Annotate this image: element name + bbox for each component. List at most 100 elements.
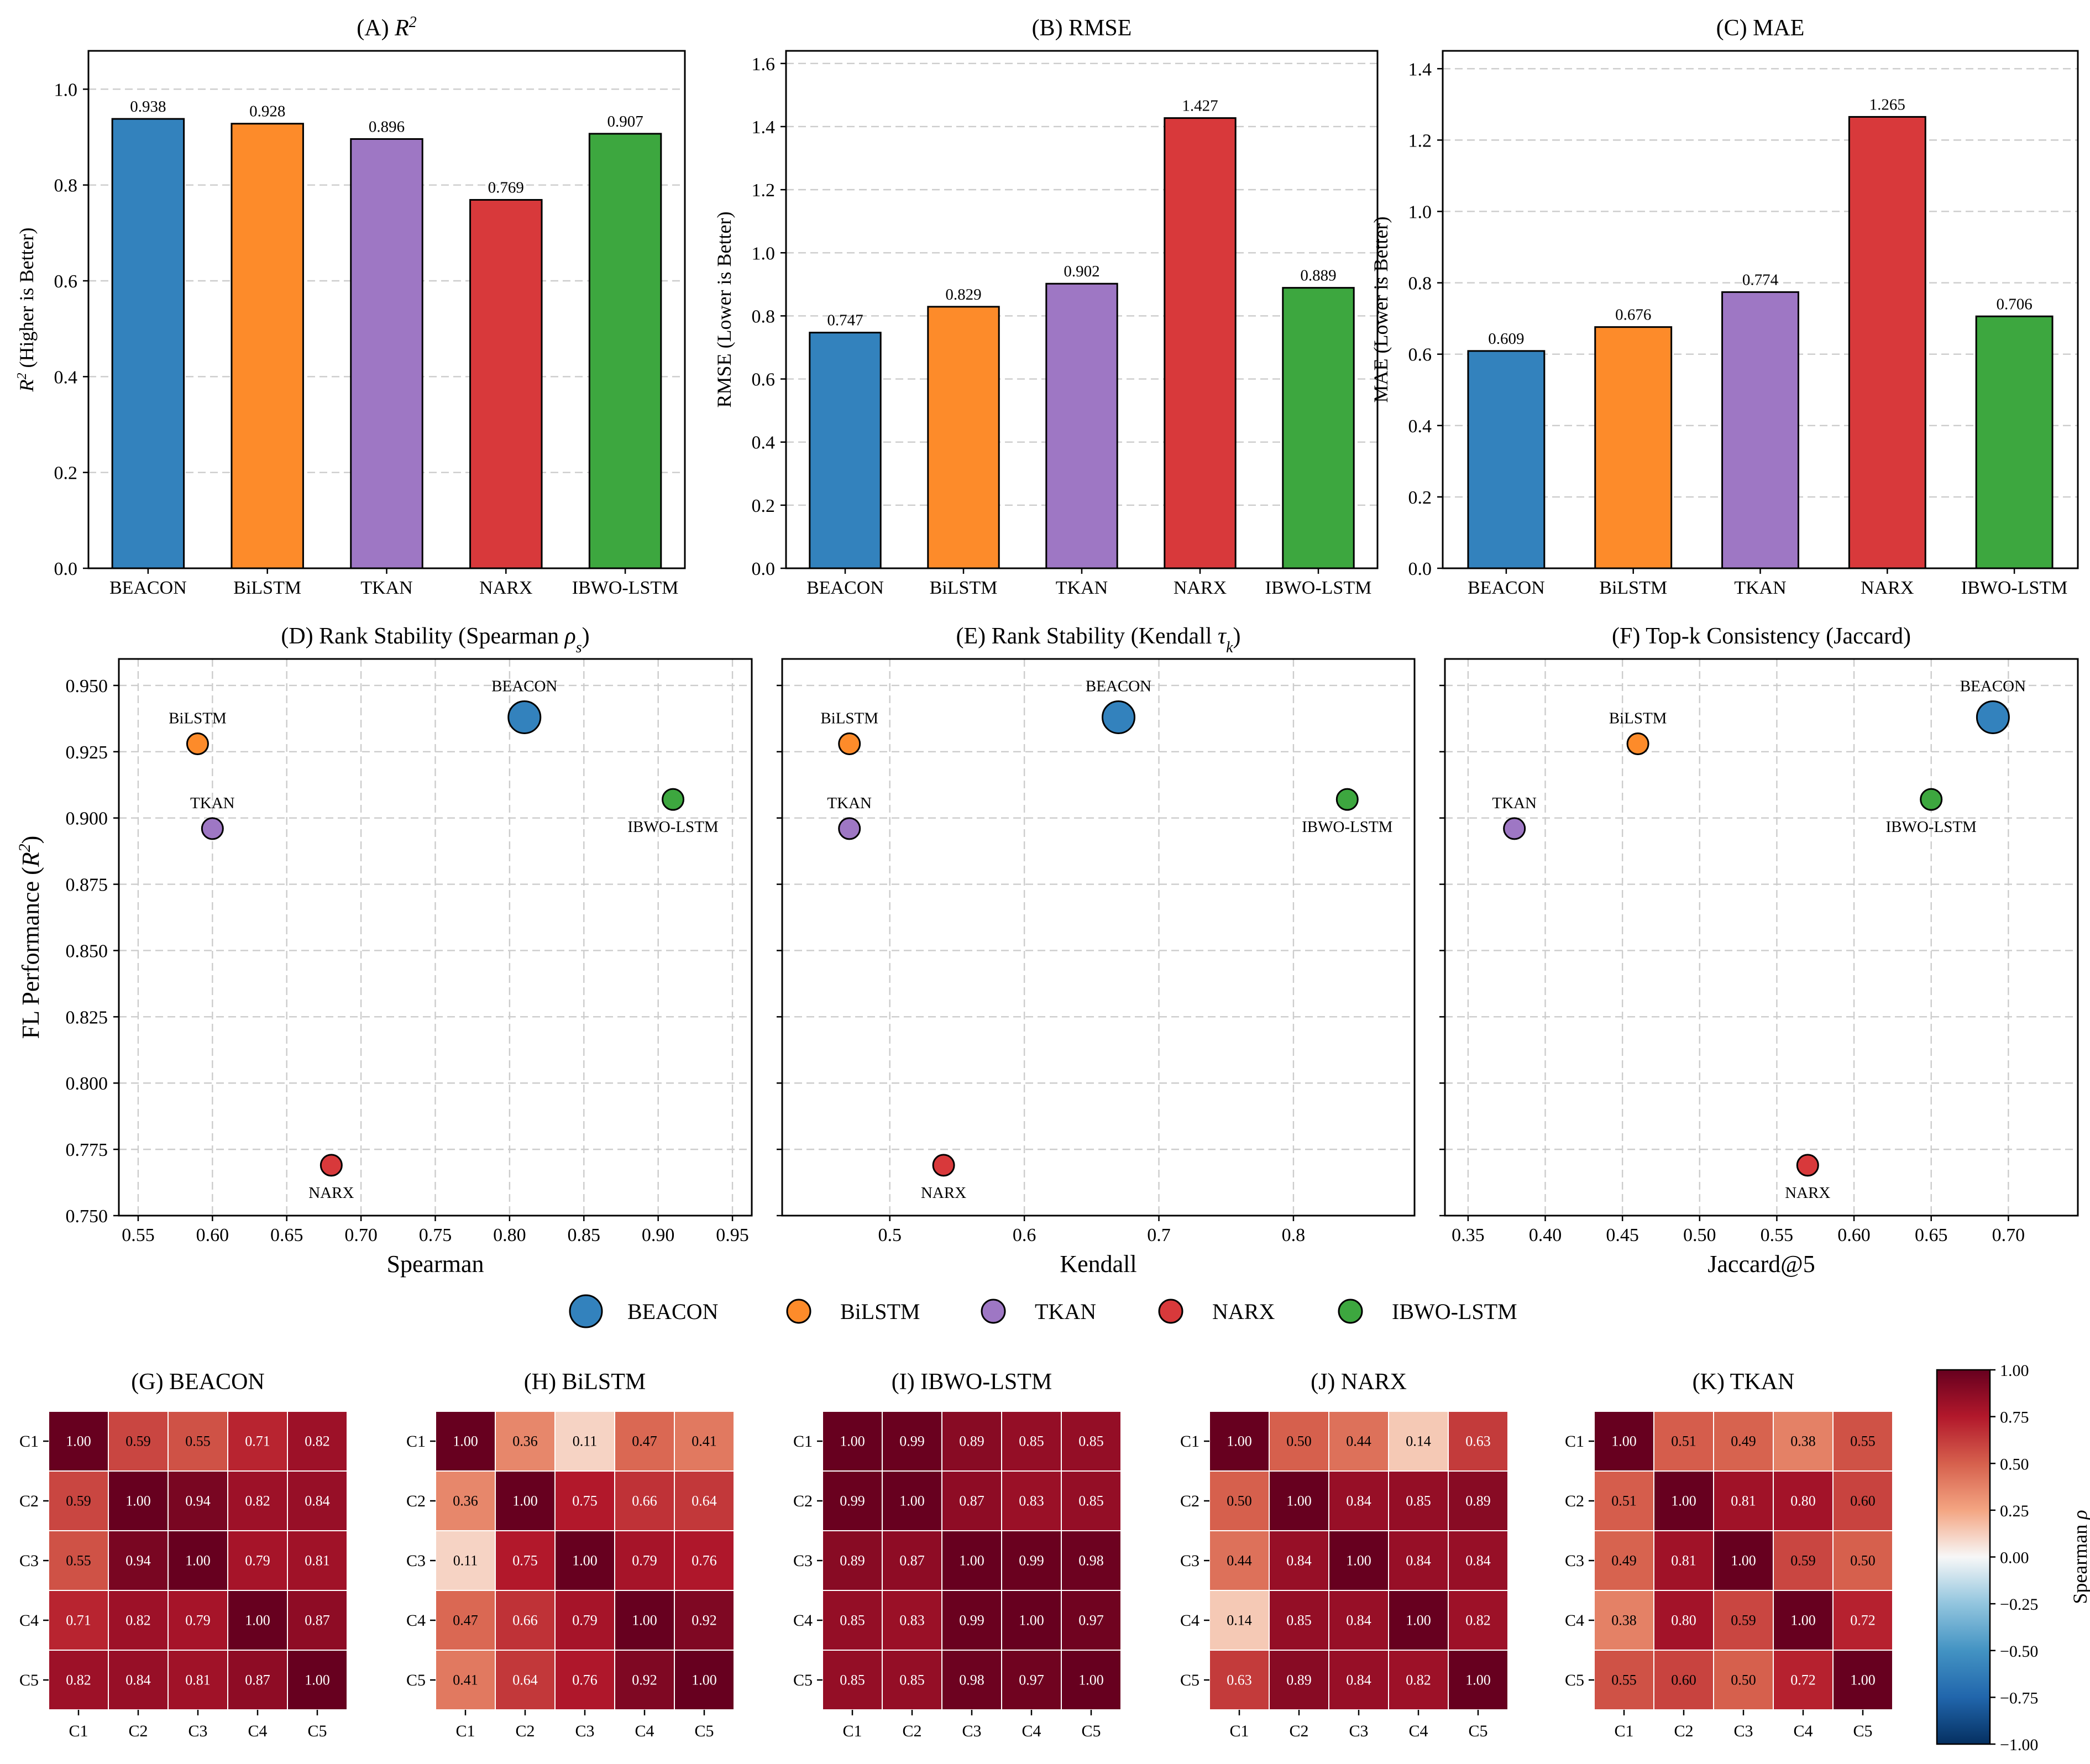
colorbar-tick-label: 0.75 <box>2000 1409 2029 1427</box>
legend-item-IBWO-LSTM: IBWO-LSTM <box>1338 1299 1517 1324</box>
x-tick-label: C2 <box>1289 1722 1308 1740</box>
heatmap-value: 0.81 <box>1671 1553 1696 1569</box>
y-tick-label: C3 <box>19 1552 39 1570</box>
heatmap-value: 0.84 <box>1346 1613 1371 1629</box>
point-NARX <box>1796 1154 1819 1177</box>
heatmap-value: 0.51 <box>1671 1433 1696 1449</box>
y-axis-label: MAE (Lower is Better) <box>1370 217 1392 403</box>
y-tick-label: 0.0 <box>752 559 776 579</box>
heatmap-cell <box>1001 1411 1062 1472</box>
y-tick-label: 0.6 <box>1408 345 1432 365</box>
x-tick-label: C4 <box>1022 1722 1041 1740</box>
colorbar-tick-label: −0.75 <box>2000 1689 2038 1707</box>
x-tick-label: C5 <box>307 1722 327 1740</box>
y-tick-label: C2 <box>1180 1492 1199 1510</box>
heatmap-value: 1.00 <box>959 1553 984 1569</box>
heatmap-cell <box>554 1411 615 1472</box>
legend-marker <box>1338 1299 1363 1324</box>
x-tick-label: 0.60 <box>1837 1225 1871 1245</box>
plot-frame <box>87 50 686 569</box>
heatmap-value: 0.80 <box>1671 1613 1696 1629</box>
y-tick-label: 0.875 <box>66 875 108 896</box>
heatmap-cell <box>941 1470 1002 1531</box>
heatmap-cell <box>882 1411 942 1472</box>
heatmap-value: 0.87 <box>245 1672 270 1688</box>
heatmap-value: 0.85 <box>1406 1493 1431 1509</box>
legend-label: BiLSTM <box>840 1299 920 1324</box>
point-label: BEACON <box>491 677 557 695</box>
y-tick-label: C2 <box>793 1492 813 1510</box>
x-tick-label: 0.55 <box>1761 1225 1794 1245</box>
heatmap-value: 0.84 <box>305 1493 330 1509</box>
x-tick-label: C1 <box>455 1722 475 1740</box>
x-tick-label: 0.45 <box>1606 1225 1639 1245</box>
heatmap-value: 0.97 <box>1078 1613 1104 1629</box>
bar-BiLSTM <box>1594 326 1673 569</box>
point-BiLSTM <box>186 732 209 755</box>
heatmap-value: 0.82 <box>125 1613 151 1629</box>
heatmap-value: 0.81 <box>185 1672 211 1688</box>
heatmap-cell <box>822 1590 883 1651</box>
heatmap-value: 0.14 <box>1227 1613 1252 1629</box>
legend: BEACON BiLSTM TKAN NARX IBWO-LSTM <box>569 1294 1517 1328</box>
bar-value-label: 0.747 <box>827 312 863 329</box>
bar-chart-C: 0.609 BEACON 0.676 BiLSTM 0.774 TKAN 1.265 NARX… <box>1370 15 2079 598</box>
plot-frame <box>785 50 1379 569</box>
heatmap-value: 0.89 <box>1465 1493 1491 1509</box>
point-NARX <box>319 1154 343 1177</box>
x-tick-label: C3 <box>575 1722 594 1740</box>
point-label: IBWO-LSTM <box>1886 818 1977 836</box>
heatmap-cell <box>941 1590 1002 1651</box>
heatmap-value: 0.97 <box>1019 1672 1044 1688</box>
heatmap-cell <box>1209 1590 1270 1651</box>
heatmap-cell <box>1269 1650 1329 1710</box>
bar-NARX <box>1848 116 1926 569</box>
x-tick-label: C2 <box>515 1722 535 1740</box>
heatmap-value: 0.66 <box>512 1613 538 1629</box>
heatmap-title: (K) TKAN <box>1693 1369 1795 1395</box>
heatmap-cell <box>1653 1590 1714 1651</box>
heatmap-value: 0.49 <box>1611 1553 1637 1569</box>
x-tick-label: 0.5 <box>878 1225 902 1245</box>
heatmap-value: 0.92 <box>692 1613 717 1629</box>
heatmap-value: 0.85 <box>840 1672 865 1688</box>
legend-item-BiLSTM: BiLSTM <box>786 1299 920 1324</box>
point-label: TKAN <box>190 794 235 812</box>
y-tick-label: 0.750 <box>66 1206 108 1227</box>
heatmap-value: 1.00 <box>305 1672 330 1688</box>
heatmap-cell <box>674 1411 735 1472</box>
heatmap-cell <box>1832 1590 1893 1651</box>
heatmap-value: 0.75 <box>512 1553 538 1569</box>
heatmap-cell <box>1653 1411 1714 1472</box>
x-tick-label: BEACON <box>1468 578 1545 598</box>
heatmap-title: (I) IBWO-LSTM <box>892 1369 1052 1395</box>
bar-chart-A: 0.938 BEACON 0.928 BiLSTM 0.896 TKAN 0.769 NARX… <box>15 14 686 598</box>
point-label: BiLSTM <box>820 709 878 727</box>
y-tick-label: C4 <box>19 1611 39 1630</box>
y-tick-label: C2 <box>1565 1492 1584 1510</box>
heatmap-(K) TKAN: (K) TKAN 1.00 0.51 0.49 0.38 0.55 0.51 1.00 0.81… <box>1565 1369 1893 1740</box>
point-label: NARX <box>308 1184 354 1202</box>
y-tick-label: C1 <box>793 1432 813 1451</box>
x-tick-label: TKAN <box>1056 578 1108 598</box>
heatmap-cell <box>1653 1470 1714 1531</box>
y-tick-label: C5 <box>793 1671 813 1689</box>
y-axis-label: FL Performance (R2) <box>15 836 45 1039</box>
x-tick-label: C3 <box>188 1722 207 1740</box>
bar-TKAN <box>1721 291 1799 569</box>
heatmap-value: 0.11 <box>573 1433 598 1449</box>
heatmap-value: 0.84 <box>1406 1553 1431 1569</box>
heatmap-value: 0.60 <box>1671 1672 1696 1688</box>
plot-frame <box>781 658 1416 1217</box>
y-tick-label: C5 <box>1565 1671 1584 1689</box>
heatmap-cell <box>554 1530 615 1591</box>
heatmap-cell <box>108 1470 169 1531</box>
x-tick-label: 0.40 <box>1529 1225 1562 1245</box>
heatmap-value: 0.92 <box>632 1672 657 1688</box>
chart-title: (C) MAE <box>1716 15 1805 41</box>
heatmap-value: 1.00 <box>125 1493 151 1509</box>
point-BEACON <box>1102 700 1136 734</box>
colorbar-tick-label: 0.25 <box>2000 1502 2029 1520</box>
x-tick-label: C4 <box>1408 1722 1428 1740</box>
